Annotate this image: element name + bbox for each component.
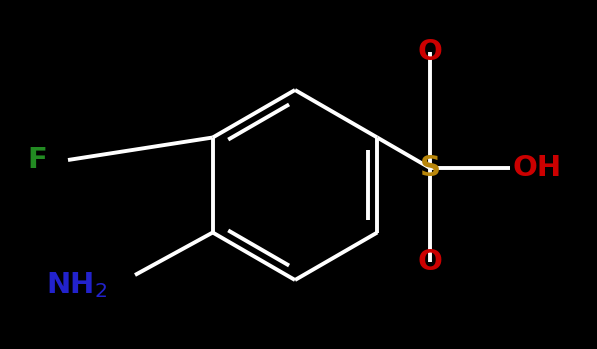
Text: NH$_2$: NH$_2$ (46, 270, 107, 300)
Text: S: S (420, 154, 441, 182)
Text: F: F (27, 146, 47, 174)
Text: OH: OH (513, 154, 562, 182)
Text: O: O (417, 38, 442, 66)
Text: O: O (417, 248, 442, 276)
